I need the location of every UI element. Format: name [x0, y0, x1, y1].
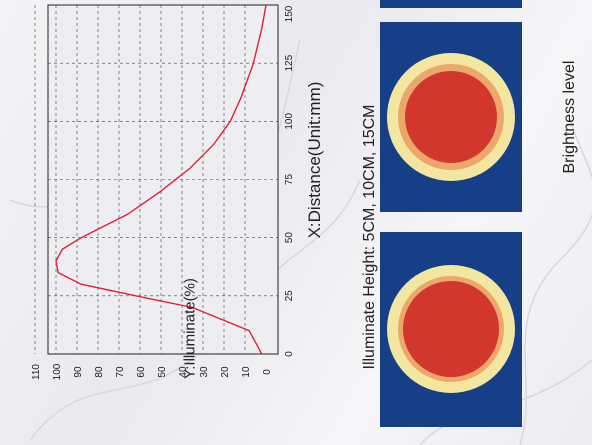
y-tick-label: 40: [178, 366, 189, 378]
y-tick-label: 60: [136, 366, 147, 378]
tick-labels: 0 10 20 30 40 50 60 70 80 90 100 110 0 25 50 75 100 125 15…: [31, 5, 295, 380]
y-tick-label: 50: [157, 366, 168, 378]
light-spot-graphic: [387, 265, 515, 393]
y-tick-label: 0: [262, 369, 273, 375]
x-tick-label: 25: [284, 290, 295, 302]
y-tick-label: 100: [52, 363, 63, 380]
illuminate-height-label: Illuminate Height: 5CM, 10CM, 15CM: [361, 104, 378, 370]
brightness-panel-top: [380, 0, 522, 8]
y-tick-label: 90: [73, 366, 84, 378]
x-tick-label: 100: [284, 113, 295, 130]
y-tick-label: 10: [241, 366, 252, 378]
y-tick-label: 30: [199, 366, 210, 378]
y-tick-label: 110: [31, 364, 42, 380]
x-tick-label: 125: [284, 54, 295, 71]
x-tick-label: 150: [284, 5, 295, 22]
x-tick-label: 50: [284, 232, 295, 244]
series-line: [55, 4, 267, 355]
x-tick-label: 75: [284, 174, 295, 186]
x-axis-label: X:Distance(Unit:mm): [305, 81, 324, 239]
brightness-panel-middle: [380, 22, 522, 212]
y-tick-label: 80: [94, 366, 105, 378]
y-tick-label: 70: [115, 366, 126, 378]
grid: [34, 5, 278, 354]
light-spot-graphic: [387, 53, 515, 181]
brightness-panel-bottom: [380, 232, 522, 427]
brightness-level-label: Brightness level: [561, 60, 578, 174]
x-tick-label: 0: [284, 351, 295, 357]
y-axis-label: Y:Illuminate(%): [181, 278, 199, 379]
y-tick-label: 20: [220, 366, 231, 378]
